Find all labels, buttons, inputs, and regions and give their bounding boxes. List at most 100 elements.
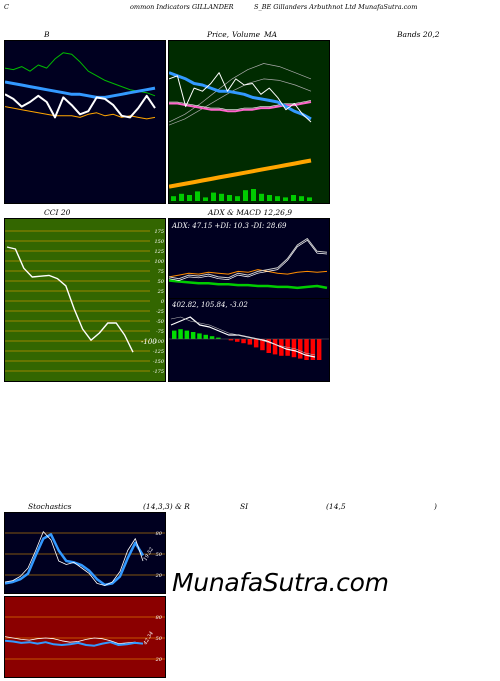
macd-histogram-bar	[247, 339, 253, 345]
stoch-tick-label: 80	[156, 531, 163, 537]
macd-histogram-bar	[190, 332, 196, 339]
price-line	[4, 93, 156, 119]
label-stoch-si: SI	[240, 502, 249, 511]
cci-tick-label: -75	[156, 329, 164, 335]
stoch-d-line	[4, 533, 145, 587]
macd-histogram-bar	[172, 330, 177, 339]
adx-chart	[168, 238, 328, 290]
label-b: B	[44, 30, 50, 39]
rsi-line	[4, 636, 144, 644]
label-adx-macd: ADX & MACD 12,26,9	[208, 208, 293, 217]
adx-line-outer	[168, 238, 328, 280]
rsi-tick-label: 50	[156, 636, 163, 642]
watermark: MunafaSutra.com	[172, 568, 389, 597]
cci-tick-label: 175	[154, 229, 164, 235]
cci-tick-label: 50	[158, 279, 165, 285]
volume-bar	[243, 190, 248, 201]
cci-line	[6, 246, 134, 353]
macd-chart	[169, 316, 329, 360]
label-price: Price,	[207, 30, 230, 39]
volume-bar	[211, 192, 216, 201]
cci-tick-label: -100	[153, 339, 165, 345]
adx-minus-di-line	[168, 269, 328, 278]
cci-panel: 175 150 125 100 75 50 25 0 -25 -50 -75 -100 -125 -150…	[4, 218, 166, 382]
adx-values: ADX: 47.15 +DI: 10.3 -DI: 28.69	[172, 222, 287, 230]
ma-blue-line	[168, 71, 312, 121]
macd-histogram-bar	[298, 339, 303, 359]
stoch-tick-label: 20	[155, 573, 163, 579]
label-ma: MA	[264, 30, 278, 39]
macd-histogram-bar	[272, 339, 278, 355]
adx-line	[168, 239, 328, 281]
cci-tick-label: 100	[154, 259, 164, 265]
label-stochastics: Stochastics	[28, 502, 72, 511]
rsi-panel: 80 50 20 42.34	[4, 596, 166, 678]
macd-histogram-bar	[209, 336, 215, 339]
volume-bar	[219, 193, 224, 201]
band-lower-line	[4, 106, 156, 120]
bollinger-panel	[4, 40, 166, 204]
bollinger-chart	[4, 52, 156, 120]
cci-tick-label: -50	[156, 319, 165, 325]
volume-bar	[259, 193, 264, 201]
volume-bar	[235, 196, 240, 201]
volume-bar	[227, 195, 232, 201]
volume-ma-line	[168, 158, 312, 189]
macd-histogram-bar	[235, 339, 240, 342]
band-middle-line	[4, 80, 156, 99]
volume-bar	[171, 196, 176, 201]
label-cci: CCI 20	[44, 208, 71, 217]
header-right: S_BE Gillanders Arbuthnot Ltd MunafaSutr…	[254, 3, 418, 11]
label-bands: Bands 20,2	[397, 30, 440, 39]
macd-panel: 402.82, 105.84, -3.02	[168, 298, 330, 382]
rsi-ma-line	[4, 639, 144, 647]
rsi-value-label: 42.34	[142, 631, 155, 647]
cci-tick-label: 0	[161, 299, 165, 305]
label-volume: Volume	[232, 30, 261, 39]
volume-bar	[307, 197, 312, 201]
macd-histogram-bar	[291, 339, 297, 358]
ma-guide-upper-line	[168, 63, 312, 123]
rsi-tick-label: 20	[155, 657, 163, 663]
cci-tick-label: -25	[156, 309, 164, 315]
macd-histogram-bar	[253, 339, 259, 348]
macd-values: 402.82, 105.84, -3.02	[172, 301, 248, 309]
macd-histogram-bar	[241, 339, 246, 344]
adx-plus-di-line	[168, 279, 328, 290]
cci-tick-label: -150	[153, 359, 165, 365]
volume-bar	[283, 197, 288, 201]
label-stoch-params: (14,3,3) & R	[143, 502, 190, 511]
macd-histogram-bar	[228, 339, 234, 341]
rsi-chart: 80 50 20 42.34	[4, 615, 165, 663]
cci-tick-label: 75	[158, 269, 164, 275]
ma-guide-lower-line	[168, 78, 312, 126]
macd-signal-line	[170, 316, 316, 356]
cci-value-label: -100	[141, 338, 157, 346]
adx-panel: ADX: 47.15 +DI: 10.3 -DI: 28.69	[168, 218, 330, 300]
volume-bar	[267, 195, 272, 201]
rsi-tick-label: 80	[156, 615, 163, 621]
ma-white-line	[169, 100, 312, 110]
price-line	[168, 72, 312, 123]
macd-histogram-bar	[184, 330, 190, 339]
stochastics-panel: 80 50 20 19.52	[4, 512, 166, 594]
macd-histogram-bar	[203, 334, 208, 339]
stoch-tick-label: 50	[156, 552, 163, 558]
header-left: ommon Indicators GILLANDER	[130, 3, 234, 11]
volume-bar	[187, 195, 192, 201]
cci-tick-label: 150	[154, 239, 164, 245]
cci-chart: 175 150 125 100 75 50 25 0 -25 -50 -75 -100 -125 -150…	[5, 229, 165, 375]
volume-bar	[251, 189, 256, 201]
cci-tick-label: 25	[157, 289, 164, 295]
band-upper-line	[4, 52, 156, 97]
price-chart	[168, 63, 312, 201]
label-rsi-close: )	[434, 502, 437, 511]
macd-histogram-bar	[260, 339, 265, 351]
volume-bar	[203, 197, 208, 201]
volume-bar	[195, 191, 200, 201]
cci-tick-label: -125	[153, 349, 164, 355]
ma-pink-line	[169, 101, 312, 113]
volume-bar	[275, 196, 280, 201]
macd-histogram-bar	[216, 337, 221, 339]
volume-bar	[179, 193, 184, 201]
